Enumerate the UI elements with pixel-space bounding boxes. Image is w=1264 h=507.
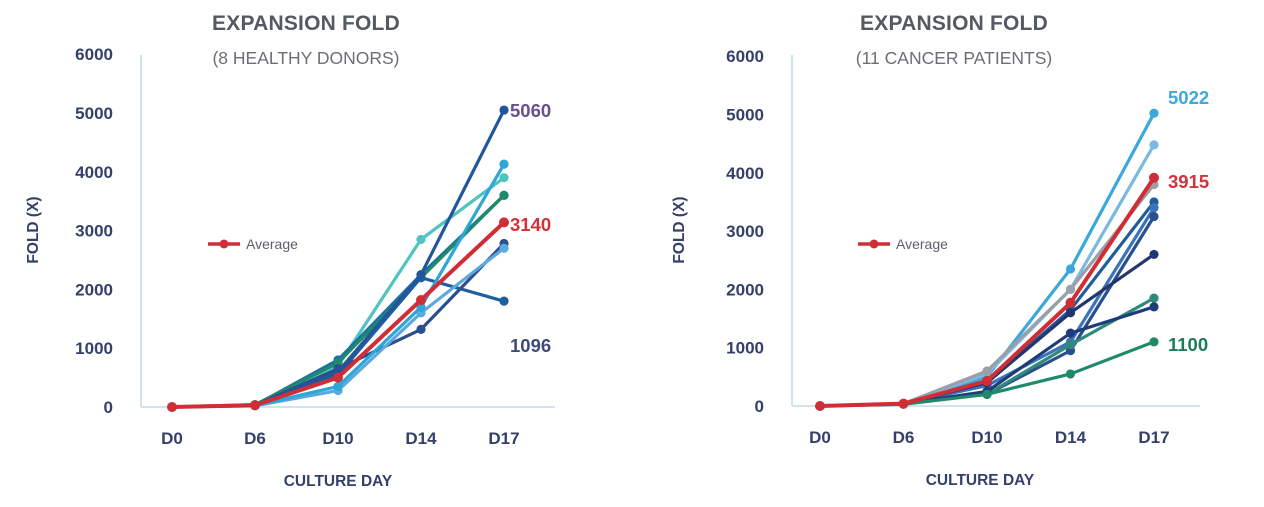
data-point <box>1149 293 1159 303</box>
y-axis-label: FOLD (X) <box>671 196 688 263</box>
average-data-point <box>250 400 260 411</box>
data-point <box>499 105 509 115</box>
x-tick-label: D17 <box>1138 428 1169 447</box>
data-point <box>416 234 426 245</box>
data-point <box>1149 140 1159 150</box>
average-data-point <box>499 217 509 228</box>
chart-subtitle: (11 CANCER PATIENTS) <box>856 48 1052 68</box>
data-point <box>499 173 509 183</box>
legend-swatch-marker <box>219 239 229 249</box>
x-tick-label: D10 <box>322 429 353 448</box>
legend-label: Average <box>246 236 298 252</box>
chart-healthy-donors: EXPANSION FOLD (8 HEALTHY DONORS) 0 1000 200… <box>25 12 555 490</box>
average-data-point <box>1065 297 1076 308</box>
data-point <box>1149 249 1159 260</box>
data-point <box>1065 284 1076 294</box>
y-tick-label: 0 <box>755 397 764 416</box>
data-point <box>982 366 992 376</box>
data-point <box>1149 211 1159 222</box>
data-point <box>982 389 992 399</box>
y-tick-label: 3000 <box>726 222 764 241</box>
value-annotation: 5022 <box>1168 87 1209 108</box>
average-data-point <box>815 401 825 411</box>
chart-cancer-patients: EXPANSION FOLD (11 CANCER PATIENTS) 0 1000 2… <box>671 12 1209 489</box>
y-tick-label: 0 <box>104 398 113 417</box>
y-tick-label: 1000 <box>726 339 764 358</box>
y-tick-label: 4000 <box>726 164 764 183</box>
y-axis-label: FOLD (X) <box>25 196 42 263</box>
data-point <box>333 381 343 392</box>
data-point <box>1149 302 1159 312</box>
x-tick-label: D14 <box>1055 428 1087 447</box>
data-point <box>1065 340 1076 350</box>
x-tick-label: D10 <box>971 428 1002 447</box>
value-annotation: 3915 <box>1168 171 1209 192</box>
y-tick-label: 5000 <box>726 106 764 125</box>
average-data-point <box>333 372 343 383</box>
x-tick-label: D14 <box>405 429 437 448</box>
x-tick-label: D6 <box>893 428 915 447</box>
data-point <box>1149 203 1159 213</box>
data-point <box>1149 108 1159 118</box>
x-tick-label: D0 <box>161 429 183 448</box>
chart-title: EXPANSION FOLD <box>212 12 400 35</box>
y-tick-label: 2000 <box>75 280 113 299</box>
value-annotation: 3140 <box>510 214 551 235</box>
y-tick-label: 4000 <box>75 163 113 182</box>
average-data-point <box>167 402 177 412</box>
value-annotation: 1100 <box>1168 334 1208 355</box>
y-tick-label: 5000 <box>75 104 113 123</box>
data-point <box>1065 369 1076 379</box>
legend-label: Average <box>896 236 948 252</box>
average-data-point <box>416 294 426 305</box>
data-point <box>1149 337 1159 347</box>
x-tick-label: D6 <box>244 429 266 448</box>
y-tick-label: 3000 <box>75 222 113 241</box>
data-point <box>499 243 509 253</box>
x-axis-label: CULTURE DAY <box>284 473 393 490</box>
data-point <box>416 324 426 334</box>
chart-subtitle: (8 HEALTHY DONORS) <box>212 48 399 68</box>
data-point <box>1065 308 1076 318</box>
value-annotation: 1096 <box>510 335 551 356</box>
y-tick-label: 2000 <box>726 280 764 299</box>
average-data-point <box>1149 172 1159 183</box>
x-axis-label: CULTURE DAY <box>926 472 1035 489</box>
y-tick-label: 6000 <box>75 45 113 64</box>
average-data-point <box>898 398 909 409</box>
data-point <box>1065 328 1076 338</box>
data-point <box>1065 264 1076 274</box>
data-point <box>499 190 509 200</box>
chart-title: EXPANSION FOLD <box>860 12 1048 35</box>
x-tick-label: D17 <box>488 429 519 448</box>
data-point <box>499 159 509 169</box>
data-point <box>416 270 426 280</box>
legend-swatch-marker <box>869 239 879 249</box>
x-tick-label: D0 <box>809 428 831 447</box>
value-annotation: 5060 <box>510 100 551 121</box>
y-tick-label: 1000 <box>75 339 113 358</box>
average-data-point <box>982 375 992 386</box>
data-point <box>499 296 509 306</box>
y-tick-label: 6000 <box>726 47 764 66</box>
